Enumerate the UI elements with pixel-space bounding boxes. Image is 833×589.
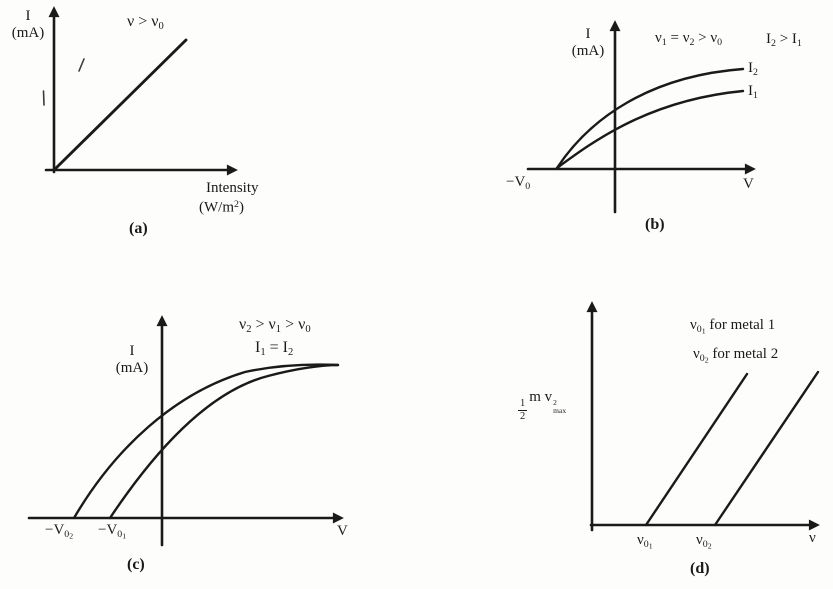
panel-d-line-metal1: [644, 372, 749, 527]
panel-b-plot: [526, 20, 756, 214]
panel-d-line-metal2: [713, 370, 820, 527]
panel-d-legend-metal2: ν02 for metal 2: [693, 346, 779, 365]
panel-b-intensity-annotation: I2 > I1: [766, 31, 802, 49]
panel-c-caption: (c): [127, 556, 145, 573]
panel-d-threshold-2-tick-label: ν02: [696, 532, 712, 551]
panel-b-frequency-annotation: ν1 = ν2 > ν0: [655, 30, 723, 48]
panel-c-stopping-potential-1-label: −V01: [98, 522, 127, 541]
panel-c-x-axis-label: V: [337, 523, 348, 539]
panel-b-y-axis-unit: (mA): [571, 42, 605, 59]
panel-b-y-axis-label: I (mA): [562, 26, 614, 60]
panel-a-x-axis-unit: (W/m2): [199, 199, 244, 216]
panel-d-caption: (d): [690, 560, 710, 577]
panel-c-y-axis-symbol: I: [129, 343, 135, 359]
panel-d-y-axis-label: 1 2 m v 2 max: [518, 389, 566, 422]
panel-b-curve-label-I2: I2: [748, 60, 758, 78]
panel-c-y-axis-label: I (mA): [106, 343, 158, 377]
one-half-fraction: 1 2: [518, 398, 528, 422]
panel-b-curve-I2: [555, 67, 745, 170]
panel-b-y-axis-symbol: I: [585, 26, 591, 42]
panel-a-caption: (a): [129, 220, 148, 237]
panel-b-curve-label-I1: I1: [748, 83, 758, 101]
panel-d-x-axis-label: ν: [809, 530, 816, 546]
panel-d-plot: [586, 301, 820, 532]
panel-c-curve-nu2: [72, 363, 340, 520]
panel-d-threshold-1-tick-label: ν01: [637, 532, 653, 551]
panel-a-linear-current-line: [52, 38, 188, 172]
panel-c-stopping-potential-2-label: −V02: [45, 522, 74, 541]
panel-a-y-axis-label: I (mA): [2, 8, 54, 42]
panel-c-intensity-annotation: I1 = I2: [255, 339, 294, 359]
panel-b-caption: (b): [645, 216, 665, 233]
scan-artifact-dash: [42, 90, 45, 106]
scan-artifact-slash: [78, 58, 85, 72]
panel-a-y-axis-unit: (mA): [11, 24, 45, 41]
panel-b-curve-I1: [555, 89, 745, 170]
panel-b-x-axis-label: V: [743, 176, 754, 192]
panel-a-annotation: ν > ν0: [127, 13, 164, 33]
panel-c-y-axis-unit: (mA): [115, 359, 149, 376]
panel-c-curve-nu1: [108, 363, 340, 520]
panel-d-legend-metal1: ν01 for metal 1: [690, 317, 776, 336]
panel-a-plot: [42, 6, 238, 176]
kinetic-energy-expression: m v 2 max: [529, 389, 567, 415]
panel-c-plot: [27, 315, 344, 547]
panel-c-frequency-annotation: ν2 > ν1 > ν0: [239, 316, 311, 336]
panel-a-x-axis-label: Intensity: [206, 180, 259, 196]
panel-a-y-axis-symbol: I: [25, 8, 31, 24]
panel-b-stopping-potential-label: −V0: [506, 174, 531, 192]
